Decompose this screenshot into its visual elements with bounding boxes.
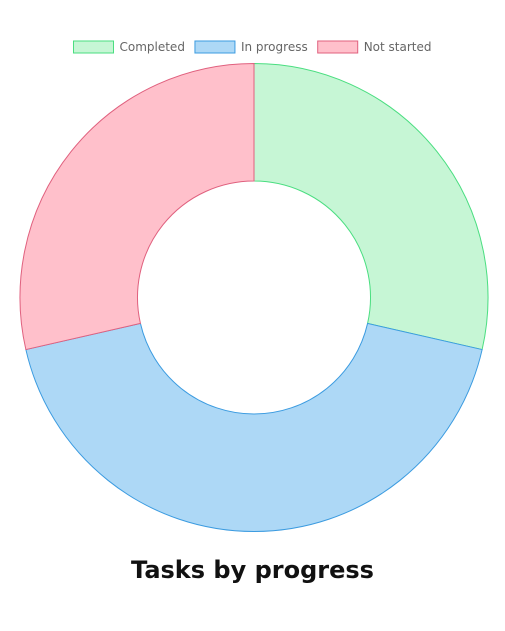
slice-not-started[interactable]: [19, 62, 255, 351]
legend-item-not-started[interactable]: Not started: [317, 40, 432, 54]
legend-label-completed: Completed: [119, 40, 184, 54]
slice-in-progress[interactable]: [25, 322, 483, 532]
chart-slices: [19, 62, 489, 532]
legend-item-completed[interactable]: Completed: [72, 40, 185, 54]
legend-swatch-in-progress: [194, 40, 236, 54]
legend-label-in-progress: In progress: [241, 40, 308, 54]
legend-label-not-started: Not started: [364, 40, 432, 54]
chart-title: Tasks by progress: [131, 556, 374, 584]
chart-legend: Completed In progress Not started: [72, 40, 432, 54]
legend-swatch-completed: [72, 40, 114, 54]
slice-completed[interactable]: [253, 62, 489, 351]
legend-swatch-not-started: [317, 40, 359, 54]
legend-item-in-progress[interactable]: In progress: [194, 40, 308, 54]
